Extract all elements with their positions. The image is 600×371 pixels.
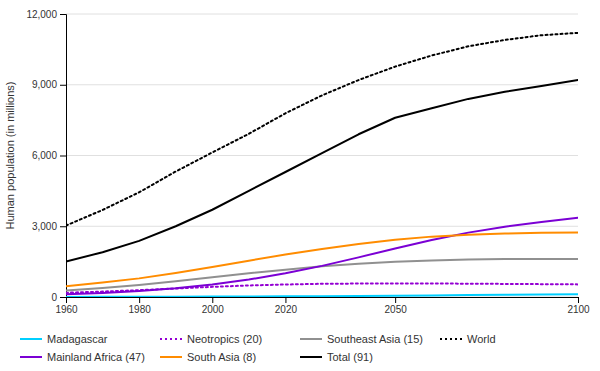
tick-mark <box>578 297 579 303</box>
tick: 0 <box>51 292 66 303</box>
tick-label: 2100 <box>567 304 590 315</box>
y-axis-title: Human population (in millions) <box>4 82 16 230</box>
legend-label: Madagascar <box>47 333 108 345</box>
tick-label: 2000 <box>202 304 225 315</box>
axis-line <box>67 298 579 304</box>
tick-mark <box>139 297 140 303</box>
y-axis: 0 3,000 6,000 9,000 12,000 <box>26 9 66 303</box>
legend-swatch <box>160 338 182 340</box>
legend-swatch <box>20 338 42 340</box>
legend-label: Southeast Asia (15) <box>327 333 423 345</box>
tick-mark <box>285 297 286 303</box>
legend-swatch <box>160 356 182 358</box>
chart: 1960 1980 2000 2020 2050 2100 0 3,000 6,000 9,000… <box>0 0 600 371</box>
legend-item: South Asia (8) <box>160 351 256 363</box>
legend-swatch <box>20 356 42 358</box>
legend: Madagascar Neotropics (20) Southeast Asia … <box>20 333 496 363</box>
series-line <box>66 233 578 287</box>
legend-item: Total (91) <box>300 351 373 363</box>
tick: 1960 <box>55 297 78 315</box>
tick-mark <box>395 297 396 303</box>
tick-label: 2020 <box>275 304 298 315</box>
legend-item: Madagascar <box>20 333 108 345</box>
legend-item: Neotropics (20) <box>160 333 262 345</box>
legend-item: World <box>440 333 496 345</box>
legend-label: South Asia (8) <box>187 351 256 363</box>
tick-label: 2050 <box>385 304 408 315</box>
tick: 1980 <box>129 297 152 315</box>
legend-swatch <box>300 338 322 340</box>
plot: 1960 1980 2000 2020 2050 2100 0 3,000 6,000 9,000… <box>4 9 590 315</box>
x-axis: 1960 1980 2000 2020 2050 2100 <box>55 297 590 315</box>
series-line <box>66 33 578 226</box>
lines <box>66 33 578 297</box>
legend-label: Total (91) <box>327 351 373 363</box>
tick: 2050 <box>385 297 408 315</box>
legend-swatch <box>300 356 322 358</box>
legend-item: Southeast Asia (15) <box>300 333 423 345</box>
grid-line <box>66 155 578 156</box>
tick-mark <box>212 297 213 303</box>
series-line <box>66 218 578 294</box>
tick-label: 1980 <box>129 304 152 315</box>
tick-label: 12,000 <box>26 9 57 20</box>
tick-mark <box>60 156 66 157</box>
legend-label: World <box>467 333 496 345</box>
series-line <box>66 294 578 297</box>
tick-label: 6,000 <box>32 150 57 161</box>
tick: 2000 <box>202 297 225 315</box>
tick: 6,000 <box>32 150 66 161</box>
tick: 9,000 <box>32 79 66 90</box>
legend-label: Mainland Africa (47) <box>47 351 145 363</box>
tick-mark <box>60 297 66 298</box>
tick: 3,000 <box>32 221 66 232</box>
legend-item: Mainland Africa (47) <box>20 351 145 363</box>
tick-mark <box>60 226 66 227</box>
legend-label: Neotropics (20) <box>187 333 262 345</box>
legend-swatch <box>440 338 462 340</box>
axis-line <box>60 15 67 298</box>
tick-label: 1960 <box>55 304 78 315</box>
grid <box>66 14 578 297</box>
tick-label: 9,000 <box>32 79 57 90</box>
series-line <box>66 80 578 262</box>
grid-line <box>66 84 578 85</box>
series-line <box>66 259 578 290</box>
grid-line <box>66 14 578 15</box>
tick-label: 3,000 <box>32 221 57 232</box>
tick: 2020 <box>275 297 298 315</box>
tick: 12,000 <box>26 9 66 20</box>
tick-mark <box>60 14 66 15</box>
tick-mark <box>60 85 66 86</box>
tick-label: 0 <box>51 292 57 303</box>
tick: 2100 <box>567 297 590 315</box>
